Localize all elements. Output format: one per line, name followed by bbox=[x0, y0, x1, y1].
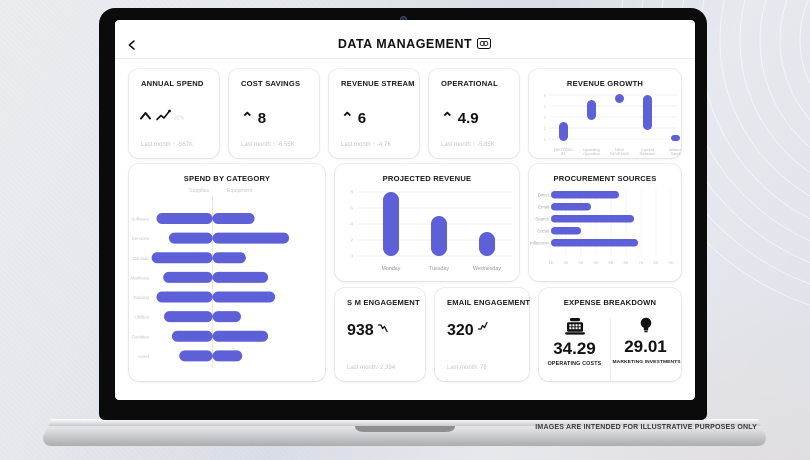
svg-text:Direct: Direct bbox=[538, 193, 550, 198]
svg-text:2K: 2K bbox=[564, 260, 569, 265]
svg-text:5: 5 bbox=[544, 93, 547, 98]
svg-text:0: 0 bbox=[350, 254, 353, 260]
svg-text:2: 2 bbox=[544, 126, 547, 131]
svg-text:AL: AL bbox=[561, 151, 567, 156]
svg-text:Social: Social bbox=[537, 229, 549, 234]
svg-text:Search: Search bbox=[535, 217, 549, 222]
svg-text:4: 4 bbox=[350, 222, 353, 228]
svg-text:3K: 3K bbox=[579, 260, 584, 265]
svg-text:8: 8 bbox=[350, 190, 353, 196]
svg-text:REVENUE: REVENUE bbox=[610, 151, 630, 156]
svg-text:Sales: Sales bbox=[670, 151, 680, 156]
svg-text:Opportun: Opportun bbox=[583, 151, 600, 156]
svg-text:Email: Email bbox=[538, 205, 549, 210]
svg-text:Services: Services bbox=[132, 236, 150, 241]
svg-text:4K: 4K bbox=[594, 260, 599, 265]
svg-text:1K: 1K bbox=[549, 260, 554, 265]
svg-text:1: 1 bbox=[544, 137, 547, 142]
svg-text:2: 2 bbox=[350, 238, 353, 244]
svg-text:32%: 32% bbox=[174, 116, 185, 122]
svg-text:4: 4 bbox=[544, 104, 547, 109]
svg-text:Software: Software bbox=[131, 217, 149, 222]
svg-text:3: 3 bbox=[544, 115, 547, 120]
svg-text:9K: 9K bbox=[669, 260, 674, 265]
svg-text:Facilities: Facilities bbox=[131, 334, 149, 339]
svg-text:8K: 8K bbox=[654, 260, 659, 265]
svg-text:Training: Training bbox=[133, 295, 150, 300]
svg-text:5K: 5K bbox=[609, 260, 614, 265]
svg-text:Asset: Asset bbox=[138, 354, 150, 359]
svg-text:6: 6 bbox=[350, 206, 353, 212]
svg-text:Monday: Monday bbox=[382, 266, 401, 272]
svg-text:6K: 6K bbox=[624, 260, 629, 265]
svg-text:Utilities: Utilities bbox=[134, 315, 149, 320]
svg-text:Revenue: Revenue bbox=[639, 151, 656, 156]
svg-text:Consult.: Consult. bbox=[132, 256, 149, 261]
svg-text:Maintena: Maintena bbox=[130, 275, 149, 280]
svg-text:Influencer: Influencer bbox=[530, 241, 549, 246]
svg-text:Wednesday: Wednesday bbox=[473, 266, 501, 272]
svg-text:7K: 7K bbox=[639, 260, 644, 265]
svg-text:Tuesday: Tuesday bbox=[429, 266, 449, 272]
